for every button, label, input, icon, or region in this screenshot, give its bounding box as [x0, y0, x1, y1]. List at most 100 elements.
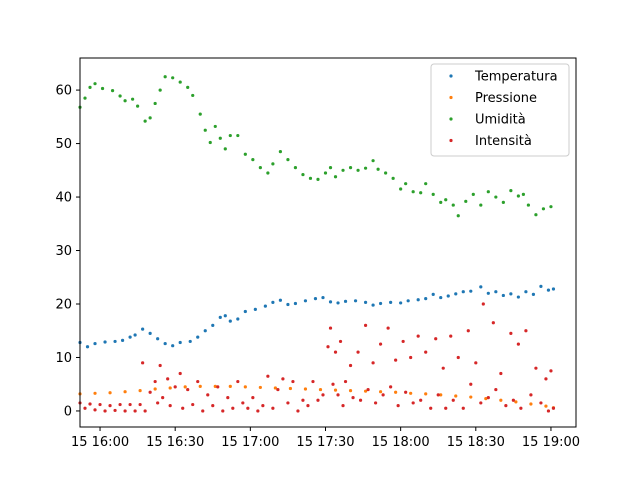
x-tick-label: 15 18:00 — [372, 435, 430, 450]
data-point-temperatura — [218, 315, 222, 319]
data-point-umidita — [399, 187, 403, 191]
data-point-pressione — [363, 389, 368, 393]
legend: Temperatura Pressione Umidità Intensità — [430, 63, 570, 157]
data-point-intensita — [166, 377, 170, 381]
data-point-intensita — [516, 342, 520, 346]
data-point-umidita — [316, 177, 320, 181]
data-point-intensita — [88, 402, 92, 406]
data-point-intensita — [128, 402, 132, 407]
data-point-pressione — [198, 384, 202, 388]
data-point-temperatura — [303, 299, 308, 303]
data-point-pressione — [544, 404, 548, 408]
legend-marker — [449, 138, 453, 143]
data-point-intensita — [404, 390, 408, 394]
data-point-intensita — [333, 350, 338, 354]
data-point-intensita — [341, 404, 345, 408]
data-point-umidita — [198, 112, 202, 116]
data-point-intensita — [524, 329, 528, 333]
data-point-intensita — [286, 401, 290, 405]
data-point-temperatura — [424, 297, 428, 301]
data-point-temperatura — [479, 285, 483, 289]
data-point-intensita — [181, 406, 185, 410]
data-point-intensita — [474, 361, 478, 365]
data-point-temperatura — [286, 302, 290, 307]
data-point-intensita — [98, 402, 102, 407]
data-point-pressione — [168, 386, 172, 390]
data-point-temperatura — [148, 331, 152, 336]
data-point-umidita — [100, 86, 105, 91]
data-point-intensita — [511, 398, 515, 402]
data-point-intensita — [241, 401, 245, 405]
data-point-umidita — [323, 171, 328, 175]
data-point-umidita — [251, 158, 255, 162]
data-point-umidita — [479, 203, 483, 207]
data-point-umidita — [411, 190, 415, 194]
data-point-temperatura — [399, 301, 403, 305]
data-point-umidita — [333, 175, 338, 179]
data-point-temperatura — [196, 335, 200, 339]
data-point-temperatura — [133, 333, 137, 337]
data-point-temperatura — [551, 287, 556, 291]
data-point-intensita — [141, 361, 145, 365]
data-point-intensita — [156, 401, 160, 405]
data-point-intensita — [191, 402, 195, 407]
data-point-intensita — [321, 393, 325, 397]
data-point-intensita — [491, 321, 495, 325]
data-point-temperatura — [85, 345, 90, 349]
data-point-umidita — [171, 76, 175, 80]
data-point-umidita — [424, 182, 428, 186]
data-point-temperatura — [494, 290, 498, 294]
data-point-intensita — [331, 382, 335, 386]
legend-label: Temperatura — [474, 70, 558, 85]
data-point-temperatura — [446, 294, 450, 298]
y-tick-label: 60 — [55, 84, 72, 99]
legend-label: Intensità — [475, 134, 532, 149]
data-point-intensita — [316, 398, 320, 402]
x-tick-label: 15 19:00 — [522, 435, 580, 450]
data-point-umidita — [348, 166, 353, 170]
data-point-intensita — [138, 402, 142, 407]
data-point-intensita — [419, 398, 423, 402]
legend-marker — [449, 74, 453, 78]
legend-item-temperatura: Temperatura — [449, 70, 558, 85]
data-point-intensita — [469, 382, 473, 386]
data-point-pressione — [303, 387, 308, 391]
data-point-umidita — [549, 205, 553, 209]
data-point-temperatura — [363, 300, 368, 304]
data-point-intensita — [534, 366, 538, 370]
data-point-intensita — [449, 334, 453, 338]
data-point-intensita — [236, 379, 240, 384]
data-point-intensita — [386, 326, 390, 330]
data-point-umidita — [258, 166, 262, 170]
data-point-intensita — [486, 395, 490, 400]
data-point-umidita — [278, 149, 282, 154]
data-point-pressione — [379, 390, 383, 394]
data-point-temperatura — [156, 337, 160, 341]
data-point-umidita — [494, 195, 498, 199]
data-point-temperatura — [509, 292, 513, 296]
data-point-temperatura — [461, 290, 465, 294]
data-point-intensita — [504, 404, 508, 408]
data-point-temperatura — [293, 301, 298, 306]
data-point-temperatura — [321, 295, 325, 300]
data-point-intensita — [271, 406, 275, 410]
data-point-intensita — [338, 339, 343, 344]
x-tick-label: 15 17:00 — [221, 435, 279, 450]
data-point-umidita — [228, 133, 232, 138]
data-point-pressione — [93, 391, 97, 395]
data-point-temperatura — [469, 289, 473, 293]
data-point-intensita — [389, 385, 393, 389]
data-point-intensita — [153, 379, 157, 384]
data-point-intensita — [363, 323, 368, 327]
data-point-umidita — [419, 191, 423, 195]
data-point-temperatura — [454, 292, 458, 296]
data-point-intensita — [93, 408, 97, 412]
data-point-intensita — [539, 401, 543, 405]
data-point-pressione — [228, 384, 232, 388]
data-point-intensita — [276, 387, 280, 392]
data-point-intensita — [444, 406, 448, 410]
data-point-umidita — [328, 166, 333, 170]
data-point-umidita — [431, 192, 435, 196]
data-point-intensita — [256, 409, 260, 413]
plot-frame — [79, 57, 577, 428]
